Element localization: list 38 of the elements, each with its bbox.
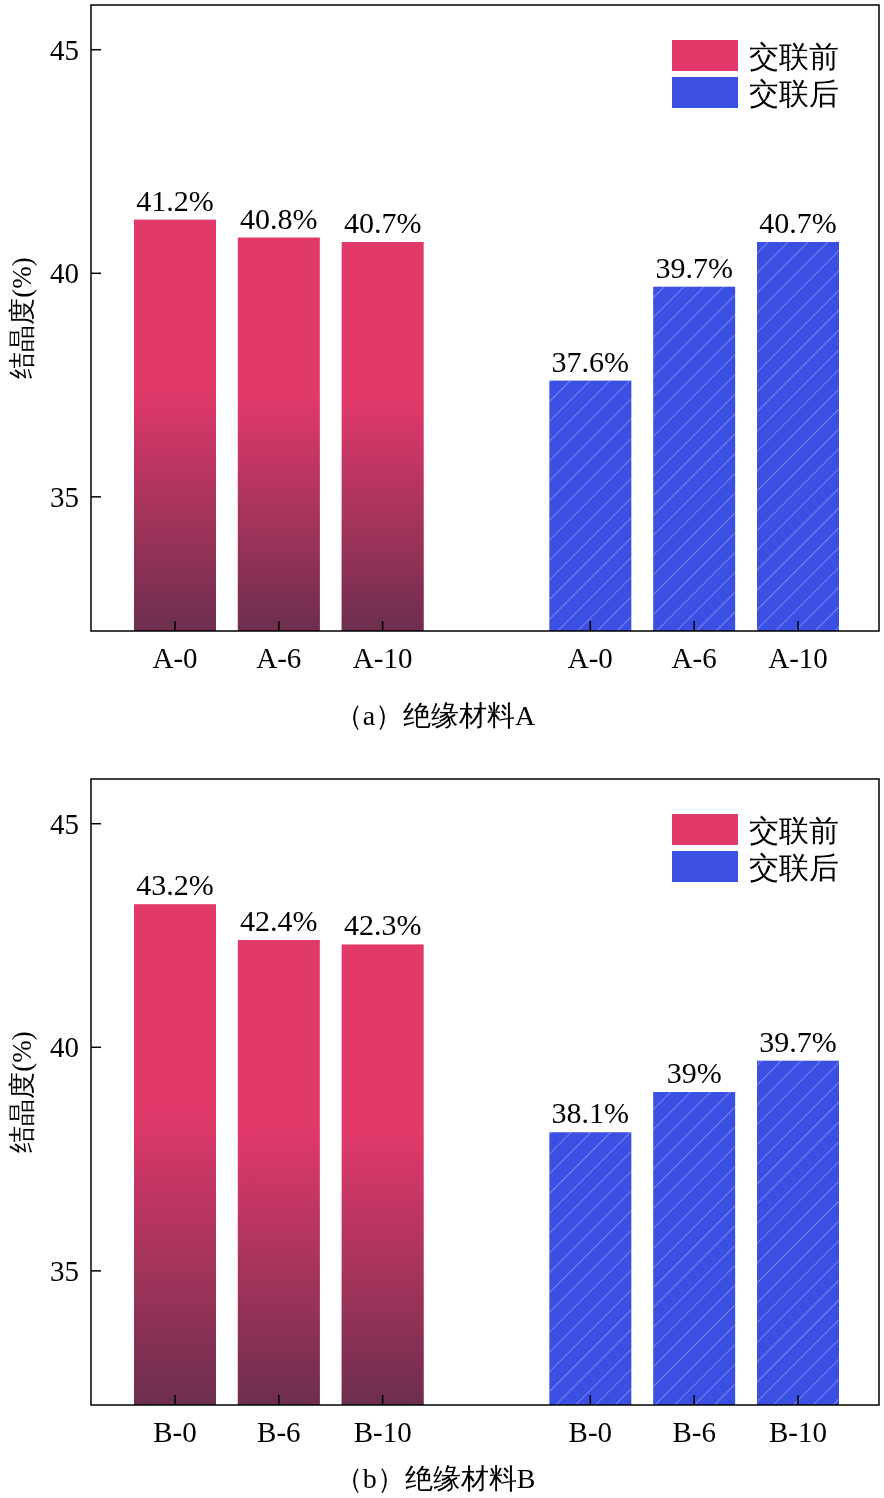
text: （a）绝缘材料A [334, 700, 537, 731]
x-tick-label: B-0 [568, 1416, 613, 1448]
y-tick-label: 40 [50, 257, 79, 290]
data-label: 40.7% [759, 205, 837, 239]
y-tick-label: 45 [50, 807, 79, 840]
x-tick-label: B-10 [769, 1416, 827, 1448]
x-tick-label: A-10 [768, 642, 828, 674]
data-label: 39.7% [759, 1024, 837, 1058]
text: （b）绝缘材料B [334, 1463, 536, 1494]
y-tick-label: 35 [50, 1254, 79, 1287]
data-label: 39.7% [655, 250, 733, 284]
data-label: 40.8% [240, 201, 318, 235]
x-tick-label: A-6 [256, 642, 302, 674]
x-tick-label: A-0 [152, 642, 198, 674]
y-tick-label: 45 [50, 33, 79, 66]
legend-label: 交联前 [749, 814, 839, 847]
x-tick-label: B-10 [353, 1416, 412, 1448]
data-label: 42.4% [240, 903, 318, 937]
data-label: 42.3% [343, 908, 422, 942]
x-tick-label: B-0 [153, 1416, 197, 1448]
y-axis-title: 结晶度(%) [7, 257, 37, 379]
x-tick-label: A-10 [352, 642, 413, 674]
x-tick-label: A-0 [567, 642, 613, 674]
data-label: 40.7% [343, 205, 422, 239]
data-label: 37.6% [551, 344, 630, 378]
data-label: 38.1% [551, 1096, 630, 1130]
data-label: 41.2% [136, 183, 214, 217]
x-tick-label: A-6 [671, 642, 717, 674]
legend-label: 交联后 [749, 851, 839, 884]
y-axis-title: 结晶度(%) [7, 1031, 37, 1153]
y-tick-label: 35 [50, 480, 79, 513]
data-label: 43.2% [136, 868, 214, 902]
data-label: 39% [666, 1056, 722, 1089]
y-tick-label: 40 [50, 1031, 79, 1064]
legend-label: 交联后 [749, 77, 839, 110]
x-tick-label: B-6 [257, 1416, 301, 1448]
x-tick-label: B-6 [672, 1416, 716, 1448]
legend-label: 交联前 [749, 40, 839, 73]
